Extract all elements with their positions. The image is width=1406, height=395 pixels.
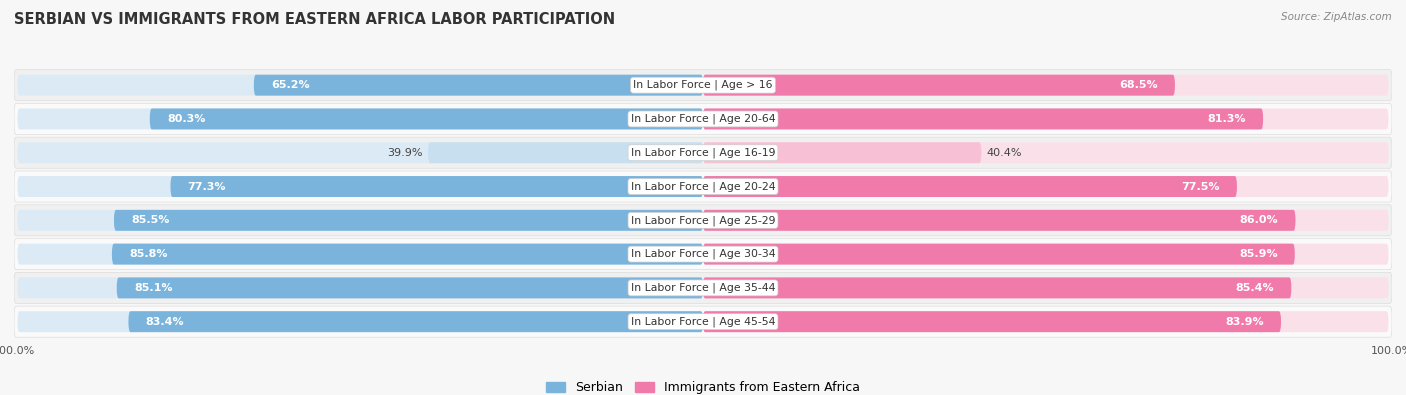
Text: 85.1%: 85.1% — [134, 283, 173, 293]
Text: 85.4%: 85.4% — [1236, 283, 1274, 293]
Legend: Serbian, Immigrants from Eastern Africa: Serbian, Immigrants from Eastern Africa — [541, 376, 865, 395]
FancyBboxPatch shape — [703, 210, 1295, 231]
FancyBboxPatch shape — [703, 277, 1291, 298]
Text: 83.9%: 83.9% — [1225, 317, 1264, 327]
FancyBboxPatch shape — [703, 277, 1389, 298]
Text: 80.3%: 80.3% — [167, 114, 205, 124]
Text: In Labor Force | Age 30-34: In Labor Force | Age 30-34 — [631, 249, 775, 260]
FancyBboxPatch shape — [703, 109, 1389, 130]
FancyBboxPatch shape — [17, 244, 703, 265]
FancyBboxPatch shape — [17, 277, 703, 298]
FancyBboxPatch shape — [703, 109, 1263, 130]
FancyBboxPatch shape — [703, 244, 1389, 265]
FancyBboxPatch shape — [703, 244, 1295, 265]
FancyBboxPatch shape — [703, 176, 1237, 197]
FancyBboxPatch shape — [17, 210, 703, 231]
FancyBboxPatch shape — [14, 273, 1392, 303]
FancyBboxPatch shape — [17, 75, 703, 96]
Text: 68.5%: 68.5% — [1119, 80, 1157, 90]
FancyBboxPatch shape — [128, 311, 703, 332]
FancyBboxPatch shape — [150, 109, 703, 130]
FancyBboxPatch shape — [114, 210, 703, 231]
FancyBboxPatch shape — [14, 103, 1392, 134]
FancyBboxPatch shape — [427, 142, 703, 163]
FancyBboxPatch shape — [14, 70, 1392, 101]
FancyBboxPatch shape — [17, 176, 703, 197]
Text: 85.5%: 85.5% — [131, 215, 170, 225]
FancyBboxPatch shape — [17, 311, 703, 332]
FancyBboxPatch shape — [14, 137, 1392, 168]
Text: 81.3%: 81.3% — [1208, 114, 1246, 124]
FancyBboxPatch shape — [254, 75, 703, 96]
Text: 85.8%: 85.8% — [129, 249, 167, 259]
Text: In Labor Force | Age > 16: In Labor Force | Age > 16 — [633, 80, 773, 90]
Text: 85.9%: 85.9% — [1239, 249, 1278, 259]
Text: SERBIAN VS IMMIGRANTS FROM EASTERN AFRICA LABOR PARTICIPATION: SERBIAN VS IMMIGRANTS FROM EASTERN AFRIC… — [14, 12, 616, 27]
FancyBboxPatch shape — [17, 142, 703, 163]
Text: 77.3%: 77.3% — [187, 182, 226, 192]
FancyBboxPatch shape — [703, 75, 1389, 96]
FancyBboxPatch shape — [703, 75, 1175, 96]
FancyBboxPatch shape — [703, 142, 981, 163]
FancyBboxPatch shape — [14, 239, 1392, 270]
Text: In Labor Force | Age 45-54: In Labor Force | Age 45-54 — [631, 316, 775, 327]
Text: Source: ZipAtlas.com: Source: ZipAtlas.com — [1281, 12, 1392, 22]
Text: 77.5%: 77.5% — [1181, 182, 1219, 192]
FancyBboxPatch shape — [703, 142, 1389, 163]
FancyBboxPatch shape — [703, 176, 1389, 197]
FancyBboxPatch shape — [112, 244, 703, 265]
FancyBboxPatch shape — [170, 176, 703, 197]
FancyBboxPatch shape — [17, 109, 703, 130]
FancyBboxPatch shape — [14, 306, 1392, 337]
Text: In Labor Force | Age 35-44: In Labor Force | Age 35-44 — [631, 283, 775, 293]
FancyBboxPatch shape — [703, 311, 1281, 332]
FancyBboxPatch shape — [117, 277, 703, 298]
Text: 40.4%: 40.4% — [987, 148, 1022, 158]
Text: In Labor Force | Age 25-29: In Labor Force | Age 25-29 — [631, 215, 775, 226]
Text: 86.0%: 86.0% — [1240, 215, 1278, 225]
Text: 39.9%: 39.9% — [387, 148, 423, 158]
FancyBboxPatch shape — [703, 210, 1389, 231]
FancyBboxPatch shape — [703, 311, 1389, 332]
FancyBboxPatch shape — [14, 171, 1392, 202]
Text: In Labor Force | Age 20-64: In Labor Force | Age 20-64 — [631, 114, 775, 124]
Text: 65.2%: 65.2% — [271, 80, 309, 90]
Text: 83.4%: 83.4% — [146, 317, 184, 327]
Text: In Labor Force | Age 20-24: In Labor Force | Age 20-24 — [631, 181, 775, 192]
FancyBboxPatch shape — [14, 205, 1392, 236]
Text: In Labor Force | Age 16-19: In Labor Force | Age 16-19 — [631, 147, 775, 158]
